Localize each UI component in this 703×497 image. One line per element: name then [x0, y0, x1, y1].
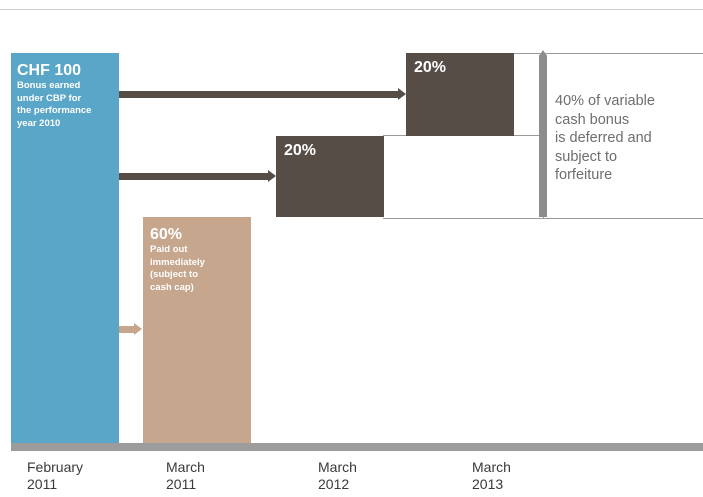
immediate-percent: 60%	[150, 226, 183, 243]
top-rule	[0, 9, 703, 10]
bonus-description-line: Bonus earned	[17, 80, 81, 91]
timeline-label-feb-2011: February 2011	[27, 459, 83, 493]
deferred-tranche-2012: 20%	[276, 136, 384, 217]
timeline-label-mar-2013: March 2013	[472, 459, 511, 493]
timeline-month: March	[472, 459, 511, 475]
timeline-year: 2013	[472, 476, 504, 492]
timeline-axis	[11, 443, 703, 451]
immediate-description-line: cash cap)	[150, 281, 194, 293]
deferred-outline-2013	[513, 53, 703, 219]
immediate-description-line: immediately	[150, 256, 205, 268]
immediate-payout-box: 60% Paid out immediately (subject to cas…	[143, 217, 251, 443]
deferral-bracket-bar	[539, 50, 547, 217]
note-line: is deferred and	[555, 130, 652, 146]
note-line: subject to	[555, 148, 618, 165]
tranche-percent: 20%	[414, 59, 447, 76]
timeline-month: March	[318, 459, 357, 475]
timeline-month: March	[166, 459, 205, 475]
arrow-to-2013-tranche	[119, 88, 406, 100]
bonus-amount: CHF 100	[17, 62, 82, 79]
immediate-description-line: Paid out	[150, 244, 188, 255]
timeline-year: 2011	[166, 476, 197, 492]
timeline-month: February	[27, 459, 84, 475]
note-line: cash bonus	[555, 111, 630, 128]
timeline-year: 2011	[27, 476, 58, 492]
bonus-description-line: year 2010	[17, 117, 61, 129]
bonus-description-line: under CBP for	[17, 92, 82, 104]
immediate-description-line: (subject to	[150, 269, 199, 280]
tranche-percent: 20%	[284, 142, 317, 159]
arrow-to-immediate-payout	[119, 323, 142, 335]
deferred-tranche-2013: 20%	[406, 53, 514, 136]
timeline-year: 2012	[318, 476, 350, 492]
bonus-description-line: the performance	[17, 105, 92, 116]
bonus-total-box: CHF 100 Bonus earned under CBP for the p…	[11, 53, 119, 443]
timeline-label-mar-2011: March 2011	[166, 459, 205, 493]
arrow-to-2012-tranche	[119, 170, 276, 182]
note-line: 40% of variable	[555, 93, 655, 109]
note-line: forfeiture	[555, 167, 613, 183]
timeline-label-mar-2012: March 2012	[318, 459, 357, 493]
deferral-note: 40% of variable cash bonus is deferred a…	[555, 92, 703, 185]
